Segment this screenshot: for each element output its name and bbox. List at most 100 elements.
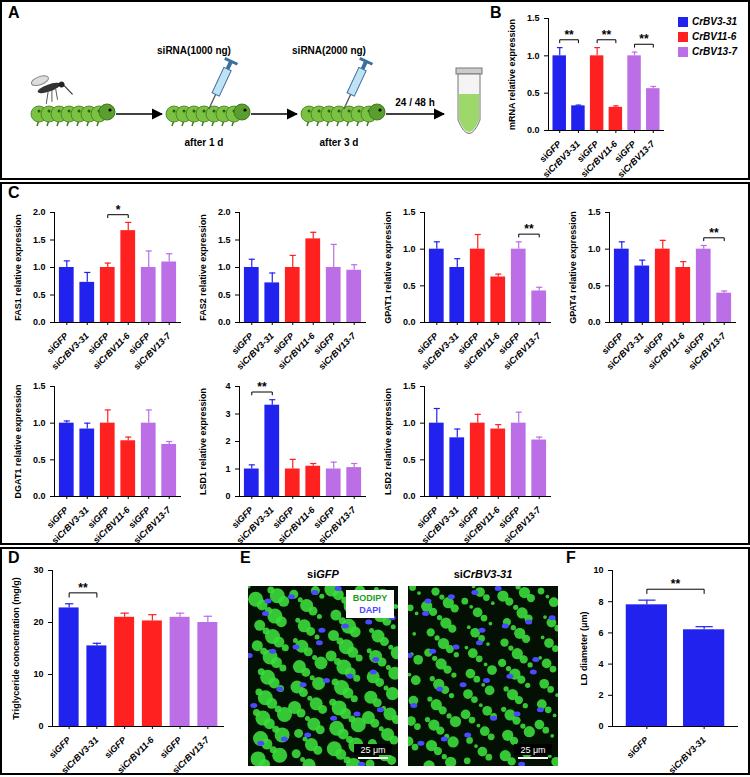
- svg-text:BODIPY: BODIPY: [353, 593, 388, 603]
- svg-text:**: **: [602, 28, 612, 42]
- svg-text:siCrBV3-31: siCrBV3-31: [59, 735, 100, 776]
- svg-text:after 1 d: after 1 d: [185, 137, 224, 148]
- svg-text:20: 20: [33, 617, 43, 627]
- svg-text:**: **: [671, 577, 681, 591]
- svg-text:4: 4: [225, 381, 230, 391]
- svg-text:1.5: 1.5: [218, 235, 231, 245]
- svg-text:25 μm: 25 μm: [520, 745, 545, 755]
- svg-text:6: 6: [598, 628, 603, 638]
- svg-text:1: 1: [225, 464, 230, 474]
- svg-text:siGFP: siGFP: [47, 734, 73, 760]
- svg-text:2.0: 2.0: [33, 207, 46, 217]
- svg-text:LSD2 relative expression: LSD2 relative expression: [383, 388, 393, 495]
- svg-text:1.0: 1.0: [33, 418, 46, 428]
- svg-text:1.0: 1.0: [403, 244, 416, 254]
- svg-text:siRNA(2000 ng): siRNA(2000 ng): [292, 45, 366, 56]
- svg-text:siCrBV11-6: siCrBV11-6: [276, 330, 317, 371]
- svg-text:25 μm: 25 μm: [360, 745, 385, 755]
- svg-text:0.5: 0.5: [33, 455, 46, 465]
- svg-text:2: 2: [225, 436, 230, 446]
- svg-text:siCrBV13-7: siCrBV13-7: [502, 330, 544, 372]
- svg-text:**: **: [257, 380, 267, 394]
- svg-text:siCrBV11-6: siCrBV11-6: [461, 330, 502, 371]
- svg-text:GPAT1 relative expression: GPAT1 relative expression: [383, 211, 393, 324]
- svg-text:siCrBV13-7: siCrBV13-7: [317, 504, 359, 546]
- svg-text:siGFP: siGFP: [625, 734, 651, 760]
- svg-text:2: 2: [598, 690, 603, 700]
- svg-text:10: 10: [593, 565, 603, 575]
- svg-text:LD diameter (μm): LD diameter (μm): [579, 611, 589, 685]
- svg-text:8: 8: [598, 597, 603, 607]
- svg-text:after 3 d: after 3 d: [320, 137, 359, 148]
- svg-text:0.0: 0.0: [218, 317, 231, 327]
- svg-text:0.0: 0.0: [33, 491, 46, 501]
- svg-text:1.0: 1.0: [218, 262, 231, 272]
- svg-text:siCrBV13-7: siCrBV13-7: [687, 330, 729, 372]
- svg-text:3: 3: [225, 409, 230, 419]
- svg-text:1.5: 1.5: [588, 207, 601, 217]
- svg-text:0: 0: [38, 721, 43, 731]
- svg-text:2.0: 2.0: [218, 207, 231, 217]
- svg-text:siCrBV3-31: siCrBV3-31: [667, 735, 708, 776]
- svg-text:0.5: 0.5: [588, 281, 601, 291]
- svg-text:0.0: 0.0: [588, 317, 601, 327]
- svg-text:1.0: 1.0: [588, 244, 601, 254]
- svg-text:1.5: 1.5: [33, 235, 46, 245]
- svg-text:DAPI: DAPI: [359, 605, 381, 615]
- svg-text:siCrBV3-31: siCrBV3-31: [235, 331, 276, 372]
- svg-text:GPAT4 relative expression: GPAT4 relative expression: [568, 211, 578, 324]
- svg-text:siCrBV11-6: siCrBV11-6: [461, 504, 502, 545]
- svg-text:LSD1 relative expression: LSD1 relative expression: [198, 388, 208, 495]
- svg-text:0.5: 0.5: [33, 290, 46, 300]
- svg-text:**: **: [524, 222, 534, 236]
- svg-text:1.0: 1.0: [33, 262, 46, 272]
- svg-text:FAS1 relative expression: FAS1 relative expression: [13, 214, 23, 321]
- svg-text:0.5: 0.5: [527, 88, 540, 98]
- svg-text:FAS2 relative expression: FAS2 relative expression: [198, 214, 208, 321]
- svg-text:siCrBV3-31: siCrBV3-31: [605, 331, 646, 372]
- svg-text:siCrBV13-7: siCrBV13-7: [132, 504, 174, 546]
- svg-text:1.5: 1.5: [527, 13, 540, 23]
- svg-text:**: **: [564, 28, 574, 42]
- svg-text:24 / 48 h: 24 / 48 h: [395, 97, 434, 108]
- svg-text:DGAT1 relative expression: DGAT1 relative expression: [13, 385, 23, 499]
- svg-text:siCrBV13-7: siCrBV13-7: [132, 330, 174, 372]
- svg-text:siCrBV11-6: siCrBV11-6: [91, 330, 132, 371]
- svg-text:siCrBV11-6: siCrBV11-6: [276, 504, 317, 545]
- svg-text:siCrBV11-6: siCrBV11-6: [115, 734, 156, 775]
- svg-text:**: **: [78, 581, 88, 595]
- svg-text:0.5: 0.5: [403, 281, 416, 291]
- svg-text:1.5: 1.5: [403, 381, 416, 391]
- svg-text:siCrBV13-7: siCrBV13-7: [170, 734, 212, 776]
- svg-text:Triglyceride concentration (mg: Triglyceride concentration (mg/g): [11, 577, 21, 720]
- svg-text:0.0: 0.0: [33, 317, 46, 327]
- svg-text:siCrBV3-31: siCrBV3-31: [541, 139, 582, 180]
- svg-text:siCrBV13-7: siCrBV13-7: [502, 504, 544, 546]
- svg-text:0.0: 0.0: [403, 491, 416, 501]
- svg-text:siCrBV13-7: siCrBV13-7: [616, 138, 658, 180]
- svg-text:mRNA relative expression: mRNA relative expression: [507, 19, 517, 130]
- svg-text:1.0: 1.0: [527, 51, 540, 61]
- svg-text:30: 30: [33, 565, 43, 575]
- svg-text:siCrBV3-31: siCrBV3-31: [420, 505, 461, 546]
- svg-text:4: 4: [598, 659, 603, 669]
- svg-text:1.5: 1.5: [33, 381, 46, 391]
- svg-text:siCrBV3-31: siCrBV3-31: [420, 331, 461, 372]
- svg-text:siCrBV3-31: siCrBV3-31: [235, 505, 276, 546]
- svg-text:0: 0: [225, 491, 230, 501]
- svg-text:**: **: [709, 226, 719, 240]
- svg-text:siCrBV11-6: siCrBV11-6: [91, 504, 132, 545]
- svg-text:**: **: [639, 32, 649, 46]
- svg-text:0.0: 0.0: [403, 317, 416, 327]
- svg-text:siCrBV3-31: siCrBV3-31: [50, 505, 91, 546]
- svg-text:0: 0: [598, 721, 603, 731]
- svg-text:*: *: [116, 203, 121, 217]
- svg-text:1.0: 1.0: [403, 418, 416, 428]
- svg-text:10: 10: [33, 669, 43, 679]
- svg-text:0.5: 0.5: [218, 290, 231, 300]
- svg-text:1.5: 1.5: [403, 207, 416, 217]
- svg-text:0.5: 0.5: [403, 455, 416, 465]
- svg-text:siCrBV11-6: siCrBV11-6: [646, 330, 687, 371]
- svg-text:siGFP: siGFP: [158, 734, 184, 760]
- svg-text:siGFP: siGFP: [103, 734, 129, 760]
